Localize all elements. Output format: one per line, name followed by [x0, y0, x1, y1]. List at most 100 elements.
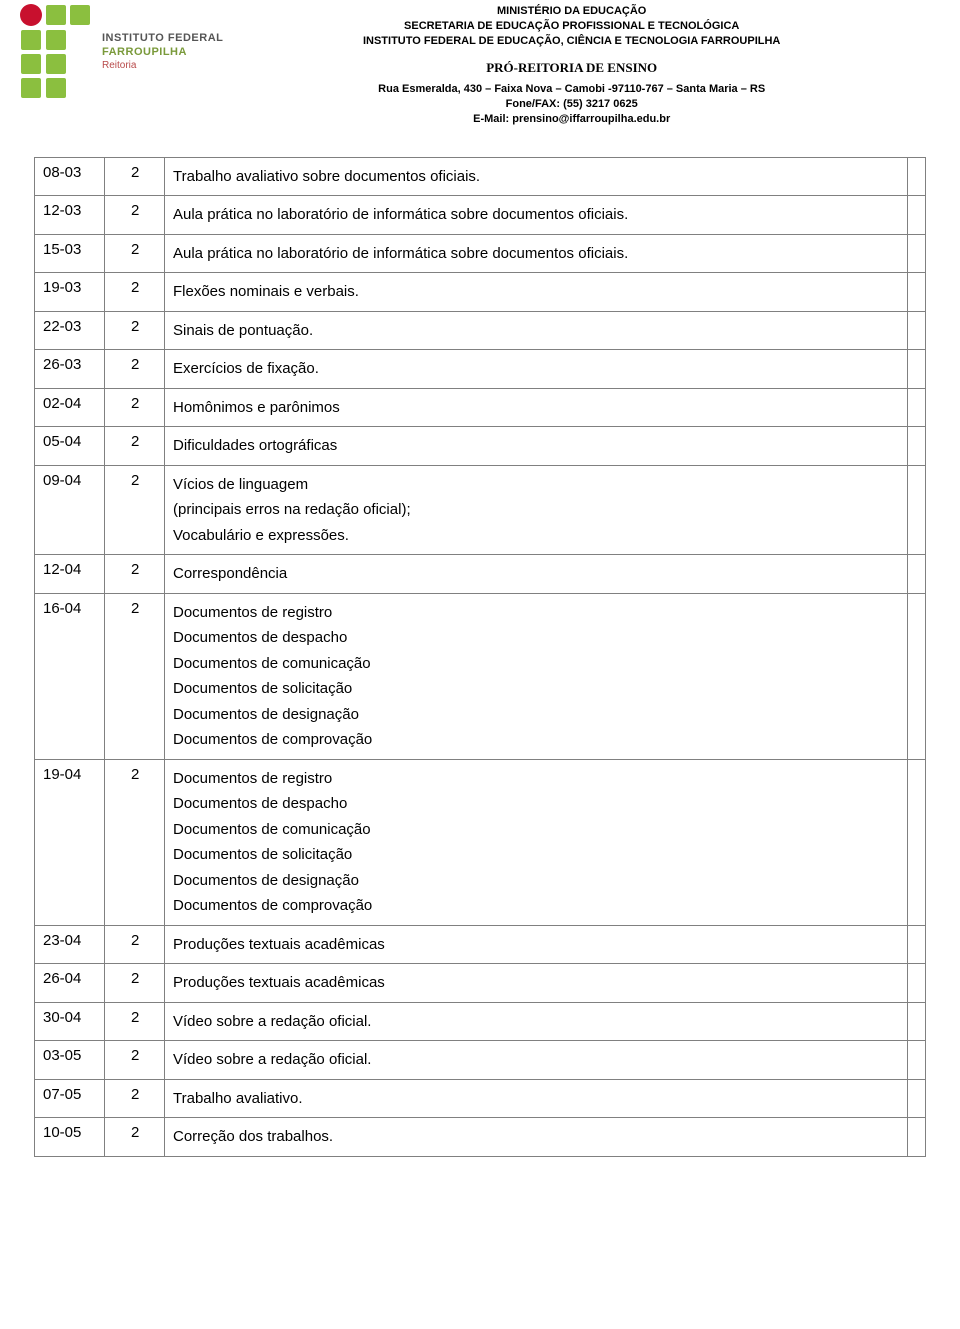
- description-line: Vídeo sobre a redação oficial.: [173, 1009, 899, 1035]
- phone-line: Fone/FAX: (55) 3217 0625: [223, 97, 920, 112]
- table-row: 12-032Aula prática no laboratório de inf…: [35, 196, 926, 235]
- table-row: 02-042Homônimos e parônimos: [35, 388, 926, 427]
- description-cell: Vídeo sobre a redação oficial.: [165, 1041, 908, 1080]
- schedule-container: 08-032Trabalho avaliativo sobre document…: [0, 127, 960, 1197]
- unit-line: PRÓ-REITORIA DE ENSINO: [223, 59, 920, 77]
- qty-cell: 2: [105, 1118, 165, 1157]
- description-cell: Vídeo sobre a redação oficial.: [165, 1002, 908, 1041]
- description-cell: Trabalho avaliativo sobre documentos ofi…: [165, 157, 908, 196]
- description-line: Documentos de despacho: [173, 791, 899, 817]
- description-line: Correção dos trabalhos.: [173, 1124, 899, 1150]
- table-row: 19-042Documentos de registroDocumentos d…: [35, 759, 926, 925]
- description-cell: Aula prática no laboratório de informáti…: [165, 234, 908, 273]
- description-line: Trabalho avaliativo.: [173, 1086, 899, 1112]
- description-line: Dificuldades ortográficas: [173, 433, 899, 459]
- trailing-cell: [908, 925, 926, 964]
- description-line: Documentos de solicitação: [173, 676, 899, 702]
- trailing-cell: [908, 234, 926, 273]
- description-line: Sinais de pontuação.: [173, 318, 899, 344]
- date-cell: 19-03: [35, 273, 105, 312]
- qty-cell: 2: [105, 925, 165, 964]
- qty-cell: 2: [105, 964, 165, 1003]
- table-row: 12-042Correspondência: [35, 555, 926, 594]
- description-cell: Vícios de linguagem(principais erros na …: [165, 465, 908, 555]
- date-cell: 26-03: [35, 350, 105, 389]
- letterhead-text: MINISTÉRIO DA EDUCAÇÃO SECRETARIA DE EDU…: [223, 4, 920, 127]
- trailing-cell: [908, 196, 926, 235]
- description-cell: Correção dos trabalhos.: [165, 1118, 908, 1157]
- description-cell: Documentos de registroDocumentos de desp…: [165, 759, 908, 925]
- description-line: Documentos de comprovação: [173, 893, 899, 919]
- logo-text-line3: Reitoria: [102, 60, 223, 73]
- table-row: 07-052 Trabalho avaliativo.: [35, 1079, 926, 1118]
- table-row: 03-052 Vídeo sobre a redação oficial.: [35, 1041, 926, 1080]
- description-line: Aula prática no laboratório de informáti…: [173, 202, 899, 228]
- qty-cell: 2: [105, 1041, 165, 1080]
- description-line: Aula prática no laboratório de informáti…: [173, 241, 899, 267]
- table-row: 15-032Aula prática no laboratório de inf…: [35, 234, 926, 273]
- logo-mark: [20, 4, 92, 100]
- description-line: Documentos de registro: [173, 600, 899, 626]
- description-cell: Produções textuais acadêmicas: [165, 964, 908, 1003]
- logo-text-line1: INSTITUTO FEDERAL: [102, 32, 223, 46]
- address-line: Rua Esmeralda, 430 – Faixa Nova – Camobi…: [223, 82, 920, 97]
- qty-cell: 2: [105, 593, 165, 759]
- logo-text-line2: FARROUPILHA: [102, 46, 223, 60]
- description-cell: Flexões nominais e verbais.: [165, 273, 908, 312]
- trailing-cell: [908, 388, 926, 427]
- date-cell: 03-05: [35, 1041, 105, 1080]
- institution-logo: INSTITUTO FEDERAL FARROUPILHA Reitoria: [20, 4, 223, 100]
- description-line: Produções textuais acadêmicas: [173, 970, 899, 996]
- description-line: Flexões nominais e verbais.: [173, 279, 899, 305]
- description-line: Documentos de comunicação: [173, 651, 899, 677]
- trailing-cell: [908, 465, 926, 555]
- date-cell: 16-04: [35, 593, 105, 759]
- description-cell: Exercícios de fixação.: [165, 350, 908, 389]
- description-cell: Aula prática no laboratório de informáti…: [165, 196, 908, 235]
- description-cell: Trabalho avaliativo.: [165, 1079, 908, 1118]
- table-row: 23-042Produções textuais acadêmicas: [35, 925, 926, 964]
- description-line: Vícios de linguagem: [173, 472, 899, 498]
- ministry-line: MINISTÉRIO DA EDUCAÇÃO: [223, 4, 920, 19]
- trailing-cell: [908, 1041, 926, 1080]
- description-cell: Dificuldades ortográficas: [165, 427, 908, 466]
- date-cell: 15-03: [35, 234, 105, 273]
- description-cell: Correspondência: [165, 555, 908, 594]
- description-line: Correspondência: [173, 561, 899, 587]
- table-row: 19-032 Flexões nominais e verbais.: [35, 273, 926, 312]
- description-line: Trabalho avaliativo sobre documentos ofi…: [173, 164, 899, 190]
- description-line: Documentos de designação: [173, 868, 899, 894]
- trailing-cell: [908, 555, 926, 594]
- description-line: (principais erros na redação oficial);: [173, 497, 899, 523]
- date-cell: 10-05: [35, 1118, 105, 1157]
- qty-cell: 2: [105, 157, 165, 196]
- table-row: 22-032Sinais de pontuação.: [35, 311, 926, 350]
- date-cell: 02-04: [35, 388, 105, 427]
- trailing-cell: [908, 593, 926, 759]
- description-line: Documentos de comunicação: [173, 817, 899, 843]
- description-line: Documentos de despacho: [173, 625, 899, 651]
- institute-line: INSTITUTO FEDERAL DE EDUCAÇÃO, CIÊNCIA E…: [223, 34, 920, 49]
- qty-cell: 2: [105, 1002, 165, 1041]
- description-line: Vídeo sobre a redação oficial.: [173, 1047, 899, 1073]
- qty-cell: 2: [105, 1079, 165, 1118]
- date-cell: 07-05: [35, 1079, 105, 1118]
- table-row: 16-042Documentos de registroDocumentos d…: [35, 593, 926, 759]
- description-line: Exercícios de fixação.: [173, 356, 899, 382]
- qty-cell: 2: [105, 465, 165, 555]
- trailing-cell: [908, 350, 926, 389]
- trailing-cell: [908, 157, 926, 196]
- trailing-cell: [908, 1118, 926, 1157]
- trailing-cell: [908, 311, 926, 350]
- table-row: 09-042Vícios de linguagem(principais err…: [35, 465, 926, 555]
- description-line: Produções textuais acadêmicas: [173, 932, 899, 958]
- description-cell: Produções textuais acadêmicas: [165, 925, 908, 964]
- schedule-table: 08-032Trabalho avaliativo sobre document…: [34, 157, 926, 1157]
- qty-cell: 2: [105, 273, 165, 312]
- qty-cell: 2: [105, 350, 165, 389]
- table-row: 10-052 Correção dos trabalhos.: [35, 1118, 926, 1157]
- trailing-cell: [908, 964, 926, 1003]
- trailing-cell: [908, 427, 926, 466]
- qty-cell: 2: [105, 427, 165, 466]
- date-cell: 12-04: [35, 555, 105, 594]
